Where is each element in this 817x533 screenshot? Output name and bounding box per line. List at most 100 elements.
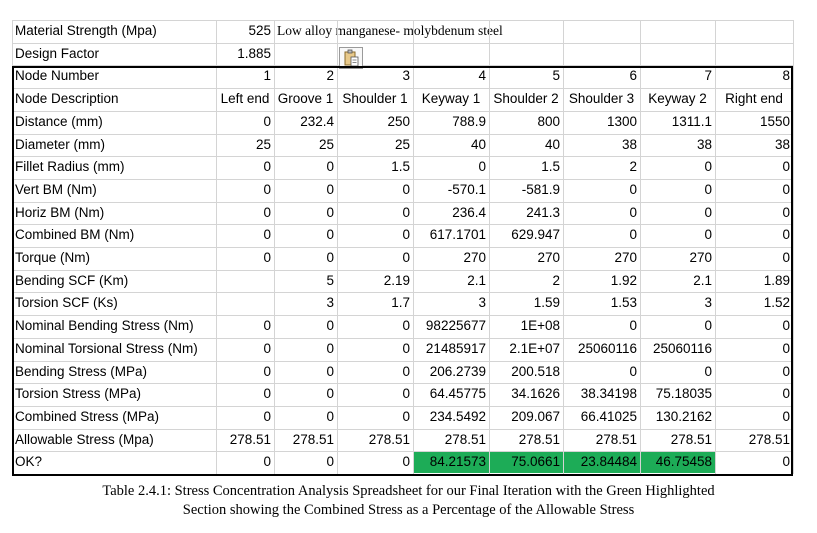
value-cell[interactable]: 0 xyxy=(402,318,410,334)
value-cell[interactable]: 2.1E+07 xyxy=(509,340,560,356)
value-cell[interactable]: 0 xyxy=(326,386,334,402)
value-cell[interactable]: 270 xyxy=(614,250,637,265)
value-cell[interactable]: 1550 xyxy=(759,113,790,129)
row-label[interactable]: OK? xyxy=(15,454,43,470)
row-label[interactable]: Node Description xyxy=(15,91,119,107)
value-cell[interactable]: 1.59 xyxy=(533,295,560,311)
value-cell[interactable]: 0 xyxy=(326,363,334,379)
value-cell[interactable]: 0 xyxy=(263,408,271,424)
value-cell[interactable]: 1.5 xyxy=(391,159,410,175)
value-cell[interactable]: 1300 xyxy=(606,113,637,129)
value-cell[interactable]: 0 xyxy=(782,181,790,197)
node-number-cell[interactable]: 6 xyxy=(629,68,637,84)
value-cell[interactable]: 66.41025 xyxy=(580,408,637,424)
row-label[interactable]: Bending Stress (MPa) xyxy=(15,363,148,379)
value-cell[interactable]: 0 xyxy=(326,250,334,265)
value-cell[interactable]: 0 xyxy=(782,386,790,402)
value-cell[interactable]: 0 xyxy=(263,204,271,220)
node-number-cell[interactable]: 4 xyxy=(478,68,486,84)
node-description-cell[interactable]: Keyway 1 xyxy=(421,91,481,107)
value-cell[interactable]: 278.51 xyxy=(229,431,271,447)
value-cell[interactable]: 0 xyxy=(782,454,790,470)
value-cell[interactable] xyxy=(216,270,274,292)
value-cell[interactable]: 0 xyxy=(629,181,637,197)
value-cell[interactable]: 0 xyxy=(629,227,637,243)
value-cell[interactable]: 0 xyxy=(326,181,334,197)
value-cell[interactable]: 0 xyxy=(704,227,712,243)
value-cell[interactable]: 1.92 xyxy=(610,272,637,288)
value-cell[interactable]: 0 xyxy=(402,340,410,356)
value-cell[interactable]: 5 xyxy=(326,272,334,288)
value-cell[interactable]: 25 xyxy=(394,136,410,152)
value-cell[interactable]: 278.51 xyxy=(292,431,334,447)
value-cell[interactable]: 0 xyxy=(782,363,790,379)
value-cell[interactable]: 40 xyxy=(470,136,486,152)
value-cell[interactable]: 21485917 xyxy=(425,340,486,356)
value-cell[interactable]: 0 xyxy=(704,159,712,175)
value-cell[interactable]: 629.947 xyxy=(511,227,560,243)
value-cell[interactable]: 0 xyxy=(704,363,712,379)
value-cell[interactable]: 200.518 xyxy=(511,363,560,379)
value-cell[interactable]: 0 xyxy=(326,159,334,175)
value-cell[interactable]: 0 xyxy=(629,204,637,220)
value-cell[interactable]: 0 xyxy=(782,340,790,356)
value-cell[interactable]: 0 xyxy=(326,408,334,424)
value-cell[interactable]: 0 xyxy=(326,340,334,356)
value-cell[interactable]: 0 xyxy=(782,318,790,334)
value-cell[interactable]: 0 xyxy=(263,159,271,175)
value-cell[interactable]: 278.51 xyxy=(595,431,637,447)
value-cell[interactable]: 64.45775 xyxy=(429,386,486,402)
row-label[interactable]: Bending SCF (Km) xyxy=(15,272,129,288)
node-number-cell[interactable]: 3 xyxy=(402,68,410,84)
value-cell[interactable]: 2.19 xyxy=(383,272,410,288)
value-cell[interactable]: 0 xyxy=(629,363,637,379)
value-cell[interactable]: 0 xyxy=(782,159,790,175)
value-cell[interactable]: 3 xyxy=(478,295,486,311)
value-cell[interactable]: 25060116 xyxy=(652,340,712,356)
value-cell[interactable]: 236.4 xyxy=(452,204,486,220)
row-label[interactable]: Allowable Stress (Mpa) xyxy=(15,431,154,447)
value-cell[interactable]: 232.4 xyxy=(300,113,334,129)
value-cell[interactable]: 0 xyxy=(704,204,712,220)
value-cell[interactable]: 38.34198 xyxy=(580,386,637,402)
node-description-cell[interactable]: Keyway 2 xyxy=(648,91,707,107)
value-cell[interactable]: 0 xyxy=(782,408,790,424)
row-label[interactable]: Material Strength (Mpa) xyxy=(15,23,157,38)
highlighted-percent-cell[interactable]: 75.0661 xyxy=(489,451,563,474)
row-label[interactable]: Nominal Torsional Stress (Nm) xyxy=(15,340,198,356)
value-cell[interactable]: 278.51 xyxy=(368,431,410,447)
value-cell[interactable]: 0 xyxy=(263,363,271,379)
value-cell[interactable]: 3 xyxy=(326,295,334,311)
value-cell[interactable]: 525 xyxy=(248,23,271,38)
value-cell[interactable]: 98225677 xyxy=(425,318,486,334)
value-cell[interactable]: 1.53 xyxy=(610,295,637,311)
value-cell[interactable]: 0 xyxy=(263,227,271,243)
node-description-cell[interactable]: Shoulder 2 xyxy=(493,91,559,107)
value-cell[interactable]: 34.1626 xyxy=(511,386,560,402)
value-cell[interactable]: 25060116 xyxy=(577,340,637,356)
value-cell[interactable]: 1.52 xyxy=(763,295,790,311)
value-cell[interactable]: 1E+08 xyxy=(520,318,560,334)
value-cell[interactable]: 38 xyxy=(621,136,637,152)
value-cell[interactable]: 617.1701 xyxy=(429,227,486,243)
value-cell[interactable]: 788.9 xyxy=(452,113,486,129)
node-description-cell[interactable]: Shoulder 1 xyxy=(342,91,408,107)
node-number-cell[interactable]: 5 xyxy=(552,68,560,84)
value-cell[interactable]: 1.5 xyxy=(541,159,560,175)
value-cell[interactable]: 0 xyxy=(326,318,334,334)
value-cell[interactable]: 0 xyxy=(782,227,790,243)
value-cell[interactable]: 278.51 xyxy=(670,431,712,447)
value-cell[interactable]: 234.5492 xyxy=(429,408,486,424)
row-label[interactable]: Torsion SCF (Ks) xyxy=(15,295,118,311)
value-cell[interactable]: 250 xyxy=(387,113,410,129)
node-description-cell[interactable]: Right end xyxy=(725,91,783,107)
value-cell[interactable]: 2 xyxy=(629,159,637,175)
value-cell[interactable]: 0 xyxy=(263,340,271,356)
value-cell[interactable]: 0 xyxy=(326,227,334,243)
value-cell[interactable]: 270 xyxy=(689,250,712,265)
value-cell[interactable]: 0 xyxy=(704,318,712,334)
value-cell[interactable]: 209.067 xyxy=(511,408,560,424)
value-cell[interactable]: 270 xyxy=(463,250,486,265)
value-cell[interactable]: 0 xyxy=(402,204,410,220)
value-cell[interactable]: 130.2162 xyxy=(655,408,712,424)
